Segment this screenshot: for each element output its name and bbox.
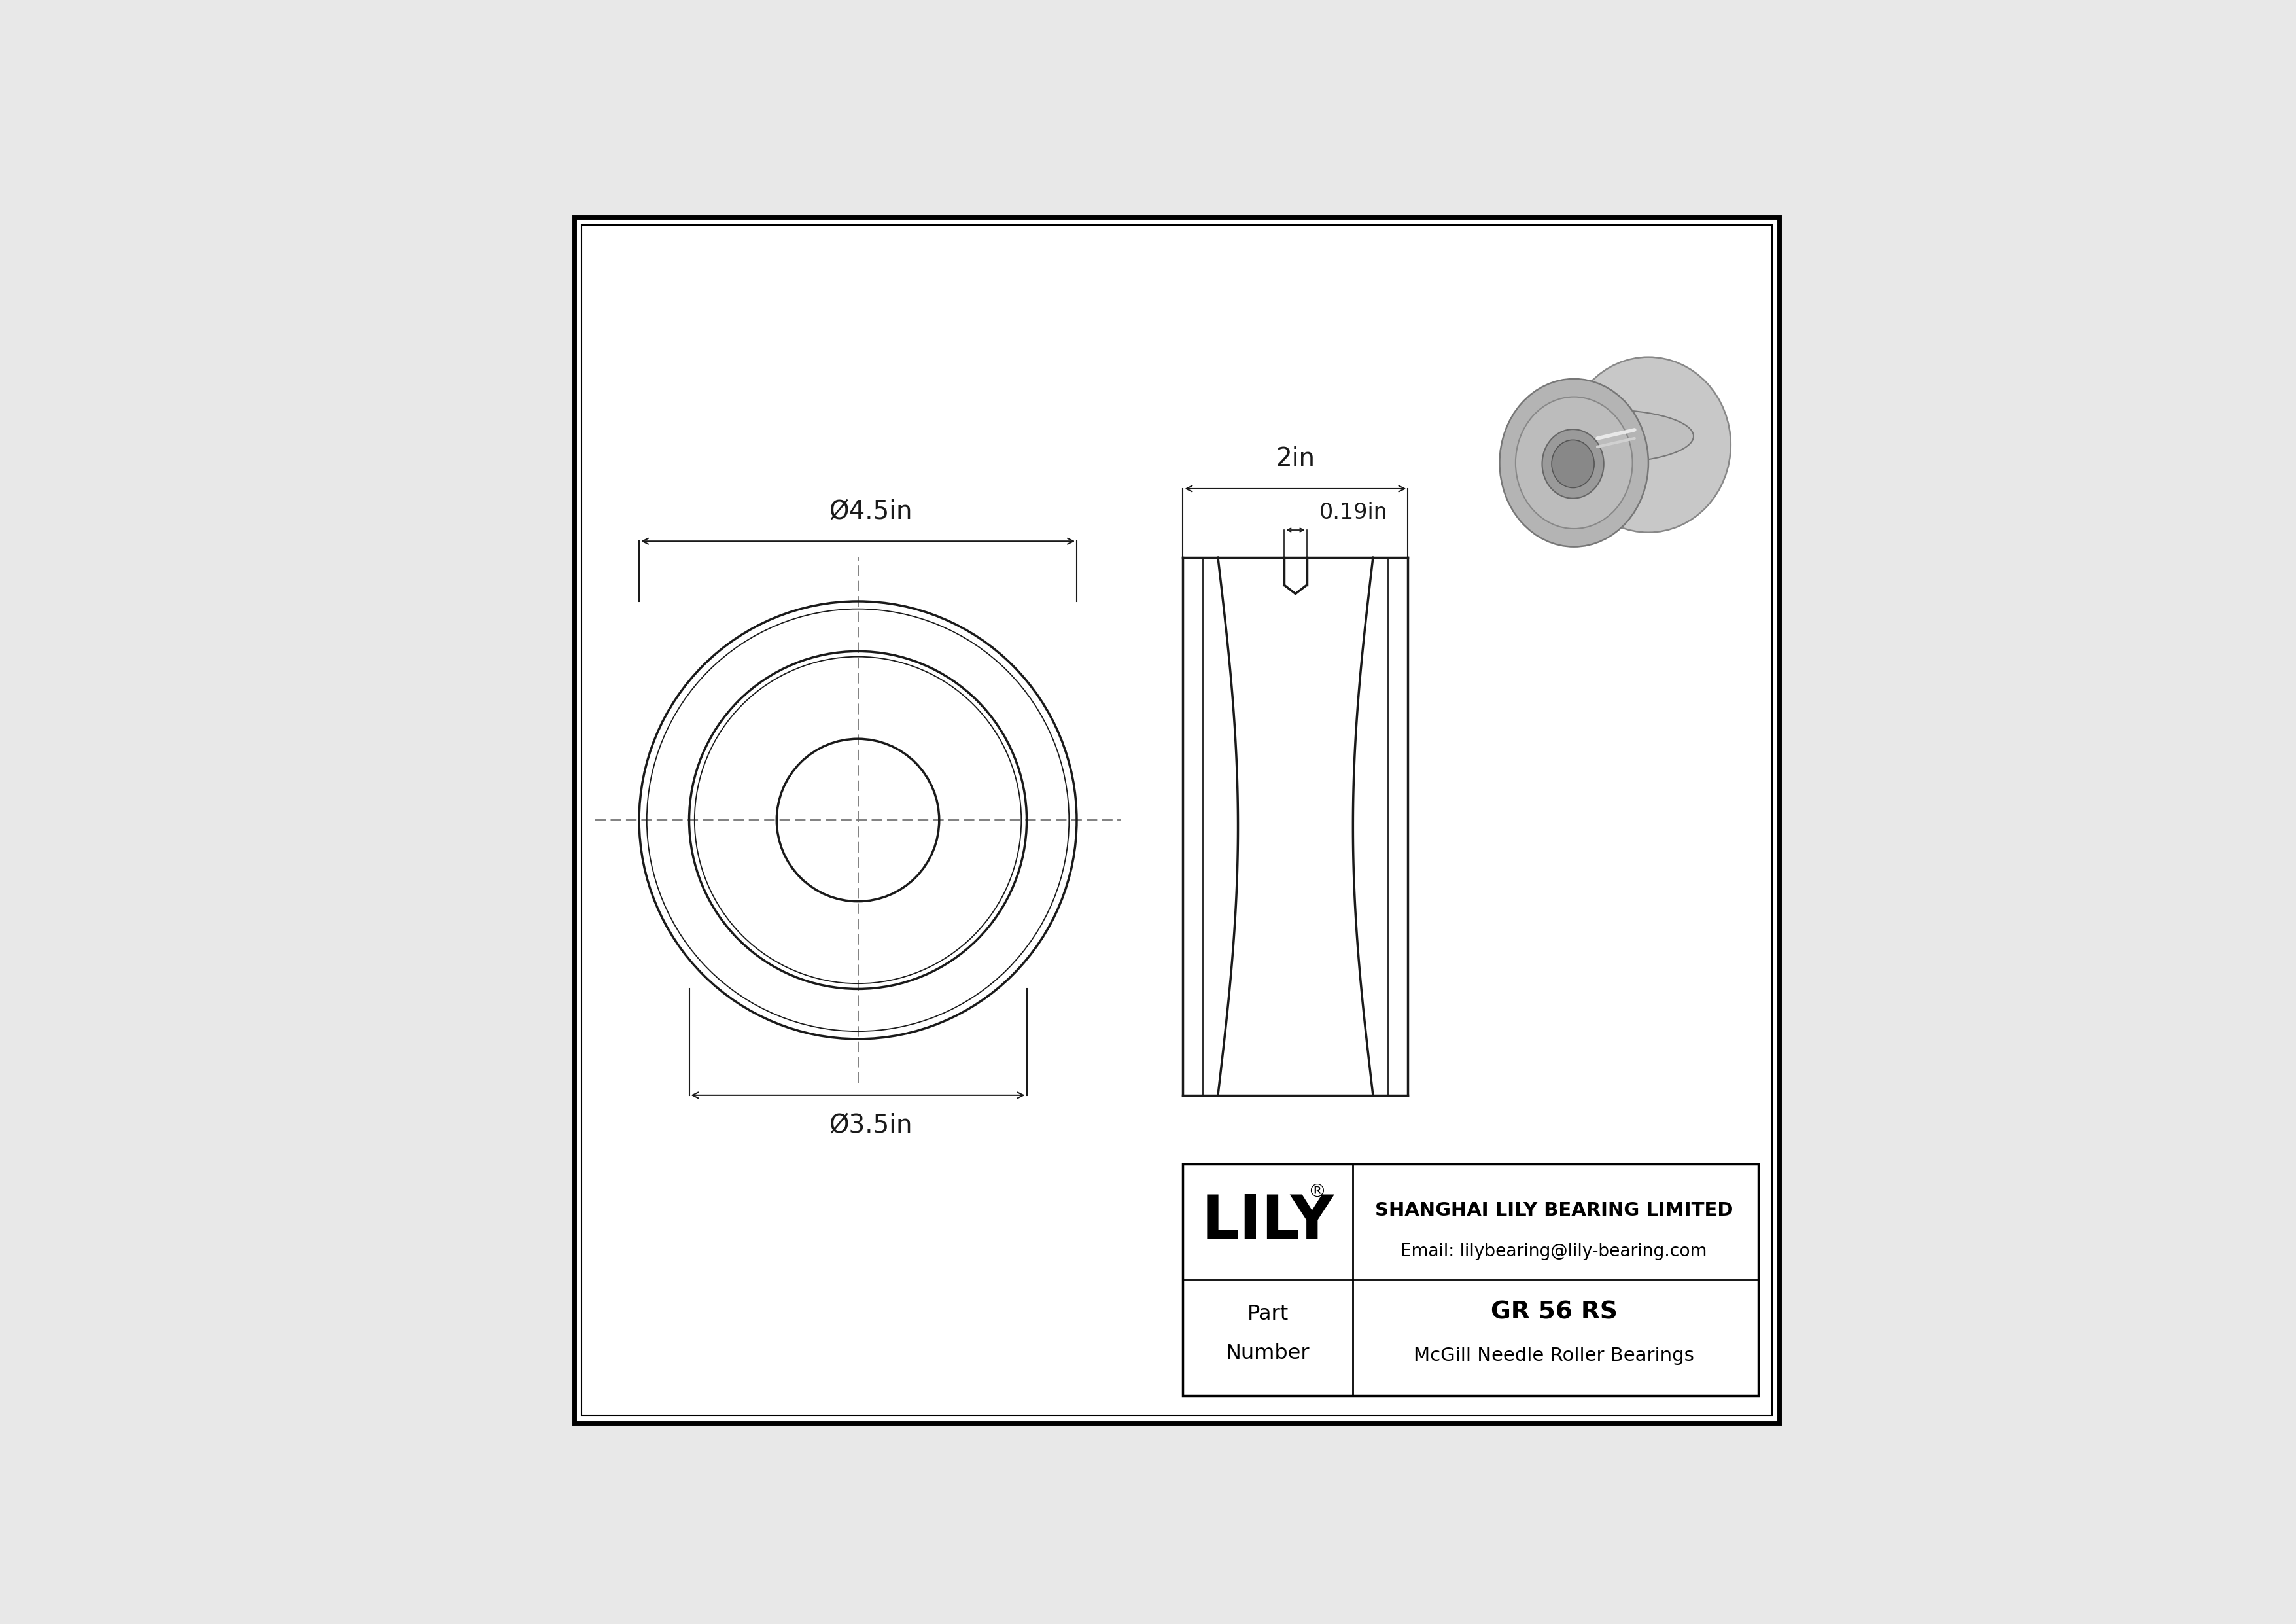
Ellipse shape [1515, 396, 1632, 529]
Text: Ø3.5in: Ø3.5in [829, 1112, 912, 1137]
Ellipse shape [1552, 440, 1593, 487]
Text: Number: Number [1226, 1343, 1311, 1364]
Ellipse shape [1518, 409, 1694, 463]
Text: GR 56 RS: GR 56 RS [1490, 1301, 1616, 1324]
Ellipse shape [1566, 357, 1731, 533]
Text: LILY: LILY [1201, 1192, 1334, 1250]
Ellipse shape [1499, 378, 1649, 547]
Text: McGill Needle Roller Bearings: McGill Needle Roller Bearings [1414, 1346, 1694, 1366]
Text: SHANGHAI LILY BEARING LIMITED: SHANGHAI LILY BEARING LIMITED [1375, 1202, 1733, 1220]
Text: Part: Part [1247, 1304, 1288, 1325]
Bar [1182, 1164, 1759, 1395]
Text: Ø4.5in: Ø4.5in [829, 499, 912, 525]
Text: 0.19in: 0.19in [1320, 502, 1387, 525]
Text: 2in: 2in [1277, 447, 1316, 471]
Text: Email: lilybearing@lily-bearing.com: Email: lilybearing@lily-bearing.com [1401, 1244, 1706, 1260]
Text: ®: ® [1309, 1182, 1327, 1200]
Ellipse shape [1543, 429, 1603, 499]
